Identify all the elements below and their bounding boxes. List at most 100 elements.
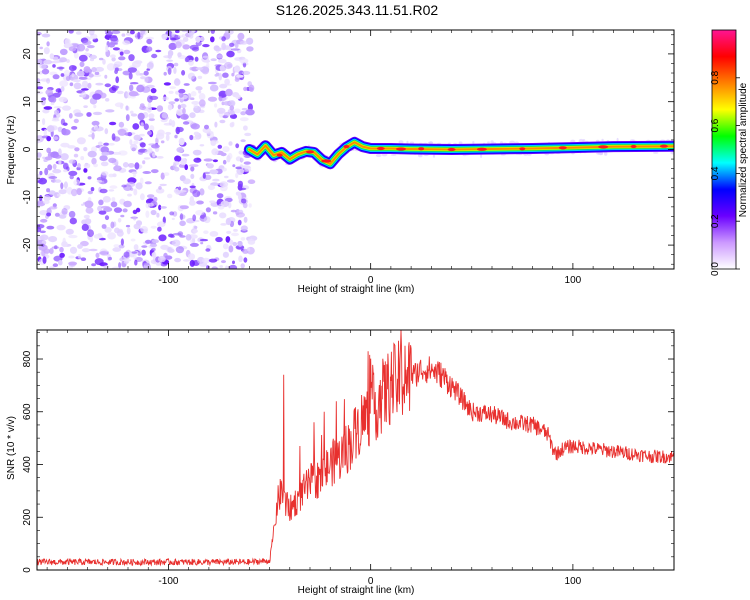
noise-speck: [180, 113, 189, 120]
noise-speck: [39, 170, 43, 176]
noise-speck: [91, 67, 97, 73]
noise-speck: [174, 98, 179, 102]
spectrogram-y-tick-label: -10: [22, 190, 33, 205]
noise-speck: [225, 236, 231, 243]
noise-speck: [39, 230, 46, 234]
noise-speck: [54, 109, 60, 115]
noise-speck: [228, 141, 233, 146]
noise-speck: [234, 65, 241, 73]
noise-speck: [202, 127, 211, 134]
noise-speck: [160, 244, 170, 250]
noise-speck: [93, 163, 98, 168]
noise-speck: [239, 40, 248, 45]
noise-speck: [203, 216, 211, 224]
noise-speck: [131, 251, 138, 254]
noise-speck: [176, 147, 184, 153]
noise-speck: [125, 105, 129, 111]
noise-speck: [211, 266, 218, 269]
noise-speck: [39, 63, 47, 69]
noise-speck: [37, 140, 41, 144]
noise-speck: [151, 239, 159, 244]
noise-speck: [238, 255, 243, 263]
noise-speck: [105, 109, 115, 113]
noise-speck: [72, 79, 81, 83]
noise-speck: [235, 143, 240, 149]
noise-speck: [133, 134, 141, 141]
noise-speck: [145, 202, 151, 209]
noise-speck: [37, 235, 45, 240]
noise-speck: [182, 37, 189, 42]
noise-speck: [167, 193, 173, 199]
noise-speck: [132, 209, 138, 215]
noise-speck: [143, 230, 148, 234]
spectrogram-y-tick-label: 0: [22, 146, 33, 152]
snr-y-tick-label: 400: [22, 456, 33, 473]
noise-speck: [246, 46, 254, 52]
noise-speck: [170, 37, 177, 41]
noise-speck: [86, 45, 95, 49]
noise-speck: [130, 110, 134, 115]
noise-speck: [68, 74, 79, 81]
noise-speck: [125, 32, 132, 36]
noise-speck: [179, 213, 184, 221]
track-peak: [276, 153, 283, 157]
noise-speck: [52, 117, 59, 121]
noise-speck: [196, 200, 204, 205]
noise-speck: [151, 53, 158, 59]
track-halo-speck: [480, 154, 483, 158]
noise-speck: [241, 107, 248, 111]
noise-speck: [46, 188, 51, 193]
noise-speck: [63, 181, 68, 189]
noise-speck: [229, 239, 234, 245]
noise-speck: [212, 159, 218, 163]
noise-speck: [76, 137, 86, 145]
noise-speck: [207, 184, 215, 191]
noise-speck: [222, 251, 229, 258]
noise-speck: [181, 30, 188, 33]
noise-speck: [153, 196, 158, 202]
noise-speck: [81, 223, 89, 231]
noise-speck: [91, 120, 100, 126]
noise-speck: [209, 231, 219, 237]
noise-speck: [187, 93, 192, 100]
noise-speck: [81, 203, 84, 206]
noise-speck: [87, 176, 92, 180]
noise-speck: [92, 93, 102, 100]
noise-speck: [146, 62, 154, 70]
noise-speck: [73, 179, 81, 186]
noise-speck: [48, 190, 56, 196]
noise-speck: [238, 187, 247, 191]
noise-speck: [77, 244, 83, 249]
noise-speck: [235, 94, 241, 100]
noise-speck: [94, 71, 100, 75]
noise-speck: [163, 71, 167, 76]
noise-speck: [204, 174, 212, 180]
noise-speck: [198, 93, 206, 101]
noise-speck: [121, 33, 126, 37]
noise-speck: [46, 136, 52, 142]
noise-speck: [171, 31, 175, 38]
noise-speck: [135, 70, 140, 76]
noise-speck: [65, 228, 74, 235]
noise-speck: [163, 82, 171, 86]
track-halo-speck: [597, 152, 604, 156]
noise-speck: [40, 218, 48, 223]
noise-speck: [100, 161, 109, 167]
noise-speck: [48, 176, 58, 179]
noise-speck: [43, 195, 51, 201]
noise-speck: [76, 43, 86, 52]
track-peak: [659, 144, 668, 148]
noise-speck: [107, 232, 116, 240]
noise-speck: [125, 224, 131, 228]
snr-y-tick-label: 800: [22, 350, 33, 367]
noise-speck: [110, 54, 116, 58]
noise-speck: [78, 76, 88, 80]
noise-speck: [139, 177, 144, 185]
noise-speck: [118, 121, 125, 128]
noise-speck: [81, 88, 89, 91]
noise-speck: [91, 263, 96, 267]
noise-speck: [235, 212, 245, 218]
noise-speck: [214, 73, 218, 77]
noise-speck: [53, 106, 63, 109]
noise-speck: [99, 237, 106, 241]
